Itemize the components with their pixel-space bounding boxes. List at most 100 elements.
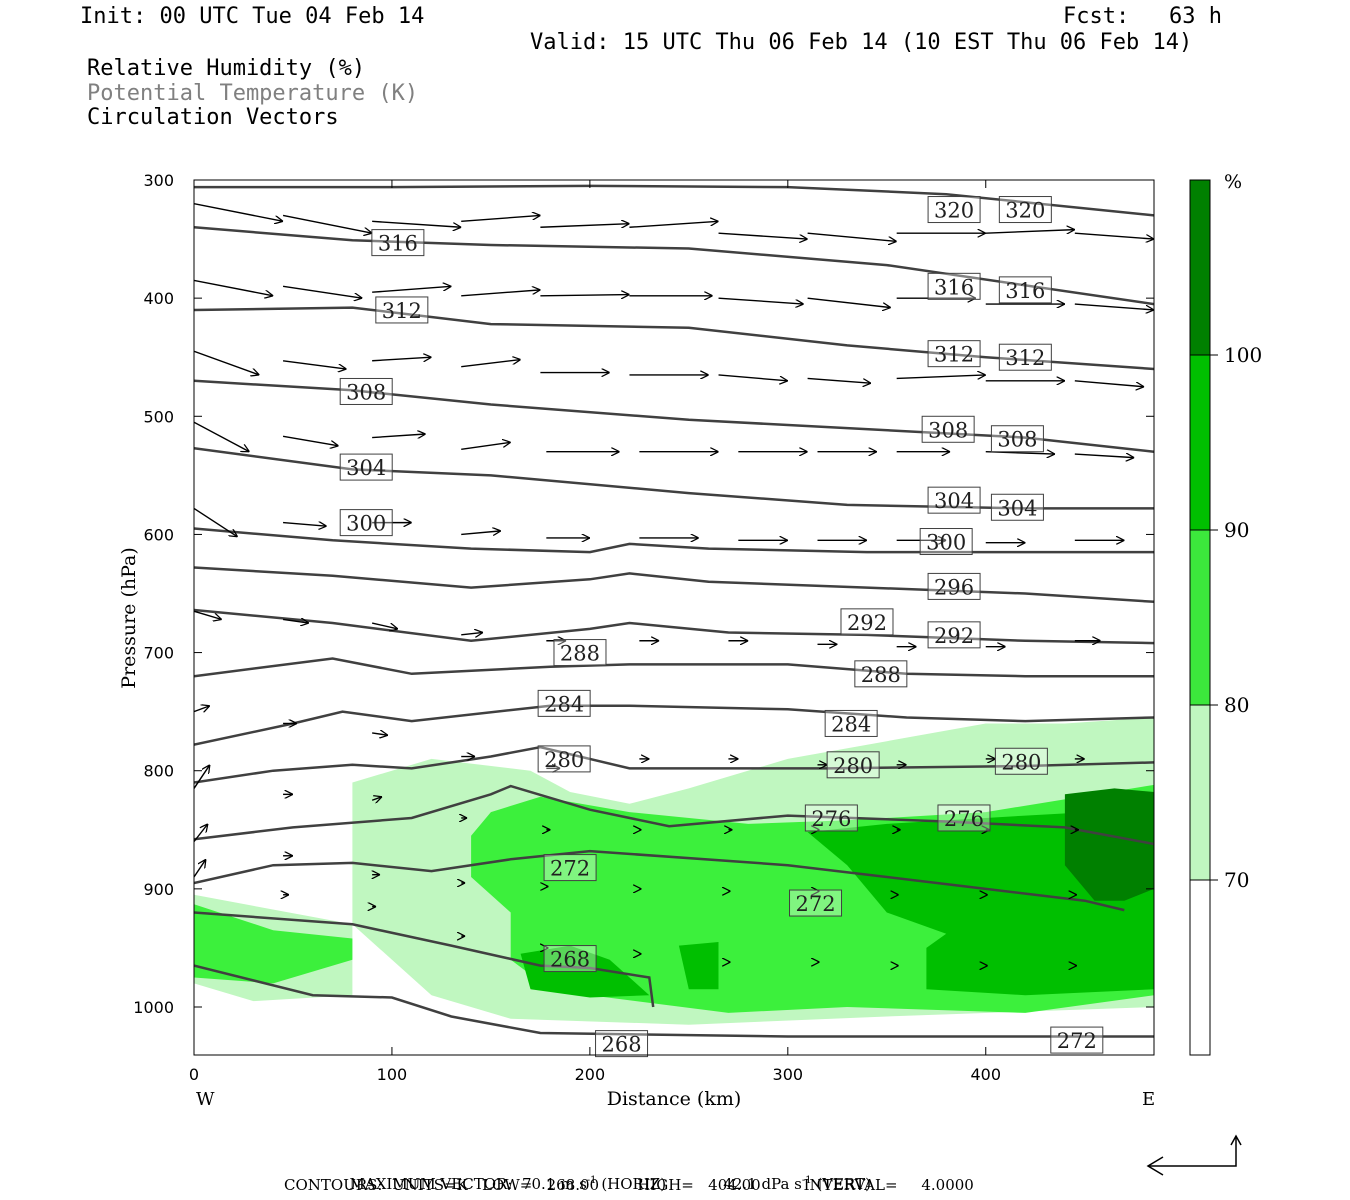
theta-label-box-276-11-1 xyxy=(937,804,991,832)
vector-5 xyxy=(629,221,718,228)
theta-label-box-312-2-2 xyxy=(998,343,1052,371)
vector-36 xyxy=(461,442,510,451)
theta-contour-272-12 xyxy=(194,849,1125,912)
vector-7 xyxy=(807,232,897,241)
vector-0 xyxy=(194,202,283,222)
valid-time: Valid: 15 UTC Thu 06 Feb 14 (10 EST Thu … xyxy=(530,30,1193,55)
vector-14 xyxy=(461,290,540,297)
vert-exponent: -1 xyxy=(801,1175,812,1186)
colorbar-band-below-70 xyxy=(1190,880,1210,1055)
vector-4 xyxy=(540,224,629,228)
max-vector-line: MAXIMUM VECTOR: 70.1 m s-1 (HORIZ) 42.1 … xyxy=(340,1157,871,1193)
theta-label-box-288-8-1 xyxy=(854,660,908,688)
field-rh-title: Relative Humidity (%) xyxy=(87,56,366,81)
plot-frame xyxy=(193,179,1155,1056)
theta-label-312-2-2: 312 xyxy=(1005,346,1045,370)
y-tick-label-900: 900 xyxy=(143,880,174,899)
x-tick-label-300: 300 xyxy=(773,1065,804,1084)
theta-label-272-12-1: 272 xyxy=(795,892,835,916)
vector-66 xyxy=(194,706,210,712)
x-tick-label-100: 100 xyxy=(377,1065,408,1084)
theta-label-276-11-0: 276 xyxy=(811,807,851,831)
max-vector-horiz: 70.1 m s xyxy=(521,1175,587,1193)
theta-contour-288-8 xyxy=(194,657,1154,678)
x-tick-label-0: 0 xyxy=(189,1065,199,1084)
theta-label-320-0-0: 320 xyxy=(934,199,974,223)
y-tick-label-500: 500 xyxy=(143,407,174,426)
theta-label-272-14-0: 272 xyxy=(1057,1029,1097,1053)
theta-label-272-12-0: 272 xyxy=(550,857,590,881)
theta-label-box-288-8-0 xyxy=(553,639,607,667)
theta-label-box-316-1-0 xyxy=(371,229,425,257)
vector-2 xyxy=(372,220,461,227)
vector-11 xyxy=(194,279,273,295)
colorbar-label-100: 100 xyxy=(1224,343,1262,367)
vector-9 xyxy=(985,230,1075,234)
theta-contour-312-2 xyxy=(194,306,1154,371)
colorbar-label-80: 80 xyxy=(1224,693,1249,717)
vector-23 xyxy=(282,360,346,369)
theta-label-316-1-1: 316 xyxy=(934,275,974,299)
theta-label-268-13-0: 268 xyxy=(550,948,590,972)
vector-34 xyxy=(282,435,338,445)
reference-vector-icon xyxy=(1146,1134,1242,1176)
theta-label-288-8-1: 288 xyxy=(861,663,901,687)
vector-57 xyxy=(371,622,398,629)
theta-label-268-13-1: 268 xyxy=(601,1033,641,1057)
y-tick-label-700: 700 xyxy=(143,644,174,663)
x-tick-label-400: 400 xyxy=(970,1065,1001,1084)
theta-label-box-300-5-0 xyxy=(339,509,393,537)
y-tick-label-600: 600 xyxy=(143,525,174,544)
vector-22 xyxy=(194,350,259,375)
circulation-vectors-layer xyxy=(194,202,1154,966)
theta-label-box-292-7-1 xyxy=(927,621,981,649)
theta-label-box-320-0-1 xyxy=(998,196,1052,224)
theta-contour-316-1 xyxy=(194,226,1154,306)
max-vector-vert: 42.1 dPa s xyxy=(723,1175,802,1193)
theta-label-box-292-7-0 xyxy=(840,608,894,636)
vector-58 xyxy=(461,632,483,634)
y-tick-label-1000: 1000 xyxy=(133,998,174,1017)
theta-label-box-284-9-1 xyxy=(824,709,878,737)
theta-label-box-316-1-1 xyxy=(927,272,981,300)
y-axis-title: Pressure (hPa) xyxy=(118,547,140,689)
vector-25 xyxy=(461,360,520,368)
colorbar-band-90-100 xyxy=(1190,355,1210,530)
vector-21 xyxy=(1074,303,1154,310)
x-axis-title: Distance (km) xyxy=(607,1088,742,1110)
vector-79 xyxy=(371,797,382,801)
colorbar-frame xyxy=(1189,179,1211,1056)
vector-18 xyxy=(807,297,891,307)
theta-contour-308-3 xyxy=(194,379,1154,453)
theta-label-box-320-0-0 xyxy=(927,196,981,224)
theta-label-280-10-2: 280 xyxy=(1001,750,1041,774)
vector-10 xyxy=(1074,232,1154,239)
theta-label-box-300-5-1 xyxy=(919,528,973,556)
theta-label-288-8-0: 288 xyxy=(560,642,600,666)
theta-contour-268-13 xyxy=(194,911,655,1008)
theta-label-312-2-0: 312 xyxy=(382,299,422,323)
theta-label-box-308-3-0 xyxy=(339,377,393,405)
max-vector-label: MAXIMUM VECTOR: xyxy=(349,1175,513,1193)
theta-label-box-296-6-0 xyxy=(927,572,981,600)
theta-contour-280-10 xyxy=(194,745,1154,784)
theta-label-304-4-0: 304 xyxy=(346,456,386,480)
theta-contour-304-4 xyxy=(194,446,1154,510)
vector-35 xyxy=(372,434,425,438)
theta-label-316-1-2: 316 xyxy=(1005,279,1045,303)
axes-layer: 300 400 500 600 700 800 900 1000 0 100 200 300 400 xyxy=(133,171,1154,1084)
vector-13 xyxy=(372,286,451,293)
vector-33 xyxy=(194,421,249,452)
vector-45 xyxy=(283,523,327,527)
theta-label-box-280-10-1 xyxy=(826,751,880,779)
vector-55 xyxy=(194,610,222,619)
vector-68 xyxy=(372,733,388,735)
vector-77 xyxy=(194,765,210,789)
theta-label-box-308-3-2 xyxy=(990,425,1044,453)
vector-28 xyxy=(718,374,788,381)
colorbar-label-90: 90 xyxy=(1224,518,1249,542)
vector-30 xyxy=(896,375,986,379)
contour-info-line: CONTOURS: UNITS=K LOW= 268.00 HIGH= 404.… xyxy=(284,1176,974,1194)
theta-label-320-0-1: 320 xyxy=(1005,199,1045,223)
horiz-exponent: -1 xyxy=(586,1175,597,1186)
